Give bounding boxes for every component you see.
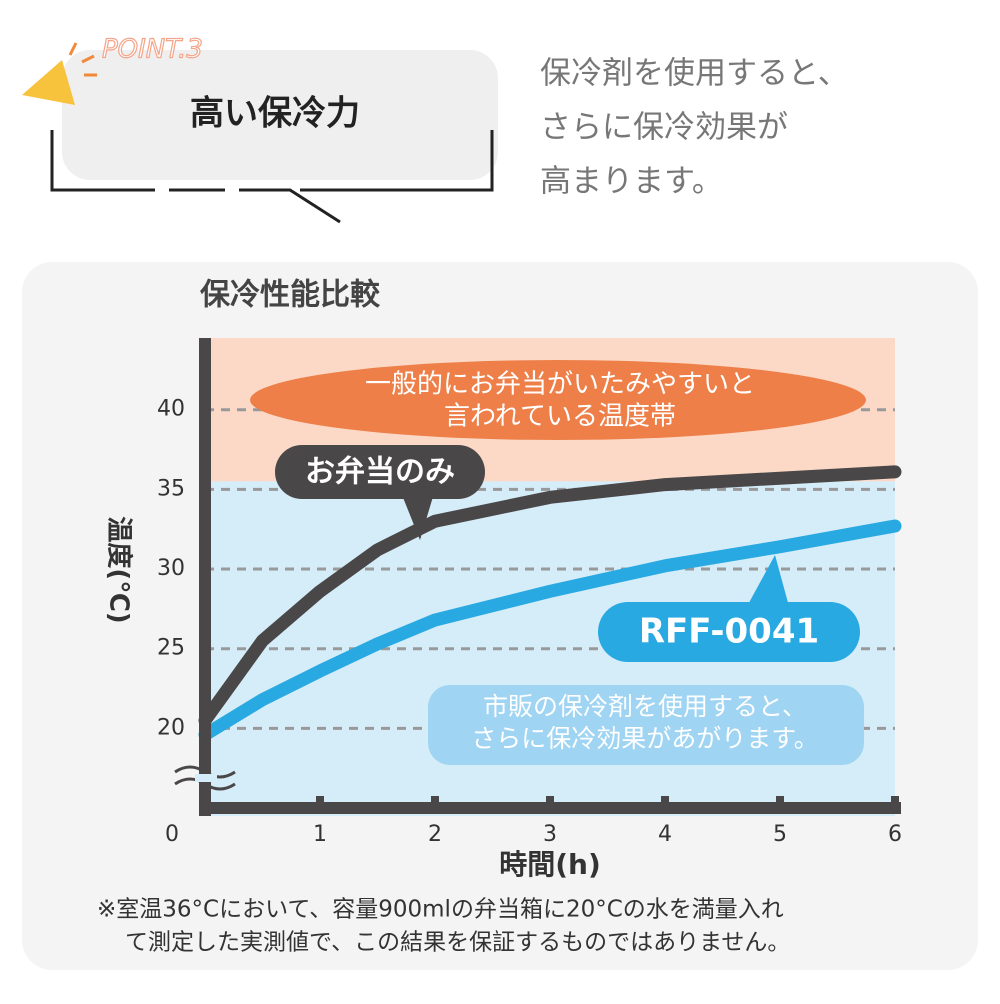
- y-tick-label: 40: [157, 397, 185, 422]
- callout-bg: [598, 602, 860, 662]
- bubble: [62, 50, 498, 180]
- axis-break: [174, 765, 236, 791]
- heading: 高い保冷力: [190, 94, 360, 134]
- point-label: POINT.3: [102, 35, 203, 65]
- x-tick-label: 6: [888, 822, 902, 847]
- y-tick-label: 20: [157, 715, 185, 740]
- x-tick-label: 3: [543, 822, 557, 847]
- megaphone-rays: [68, 42, 97, 77]
- effect-note: さらに保冷効果があがります。: [471, 724, 819, 753]
- description-line: 保冷剤を使用すると、: [540, 56, 849, 92]
- y-tick-label: 30: [157, 556, 185, 581]
- bubble-outline: [50, 130, 494, 224]
- description-line: さらに保冷効果が: [540, 110, 788, 146]
- chart-title: 保冷性能比較: [200, 278, 381, 313]
- legend-label: RFF-0041: [639, 612, 819, 652]
- callout-tail: [745, 555, 790, 610]
- zone-note: 言われている温度帯: [444, 402, 676, 432]
- footnote: ※室温36°Cにおいて、容量900mlの弁当箱に20°Cの水を満量入れ: [97, 897, 784, 923]
- callout-bg: [275, 445, 485, 499]
- description-line: 高まります。: [540, 164, 723, 200]
- legend-label: お弁当のみ: [305, 455, 455, 490]
- y-tick-label: 25: [157, 636, 185, 661]
- x-tick-label: 5: [773, 822, 787, 847]
- x-tick-label: 2: [428, 822, 442, 847]
- zone-note: 一般的にお弁当がいたみやすいと: [365, 370, 755, 400]
- series-line: [198, 465, 902, 727]
- effect-note: 市販の保冷剤を使用すると、: [483, 692, 807, 721]
- y-axis-label: 温度(℃): [104, 516, 135, 623]
- y-tick-label: 35: [157, 476, 185, 501]
- x-axis-label: 時間(h): [499, 848, 601, 881]
- x-tick-label: 0: [165, 822, 179, 847]
- series-line: [198, 519, 902, 742]
- axis-break-gap: [195, 774, 217, 782]
- x-tick-label: 4: [658, 822, 672, 847]
- megaphone: [22, 60, 75, 105]
- footnote: て測定した実測値で、この結果を保証するものではありません。: [125, 930, 790, 956]
- x-tick-label: 1: [313, 822, 327, 847]
- callout-tail: [400, 490, 435, 540]
- zone-note-bg: [250, 360, 866, 440]
- effect-note-bg: [428, 685, 864, 765]
